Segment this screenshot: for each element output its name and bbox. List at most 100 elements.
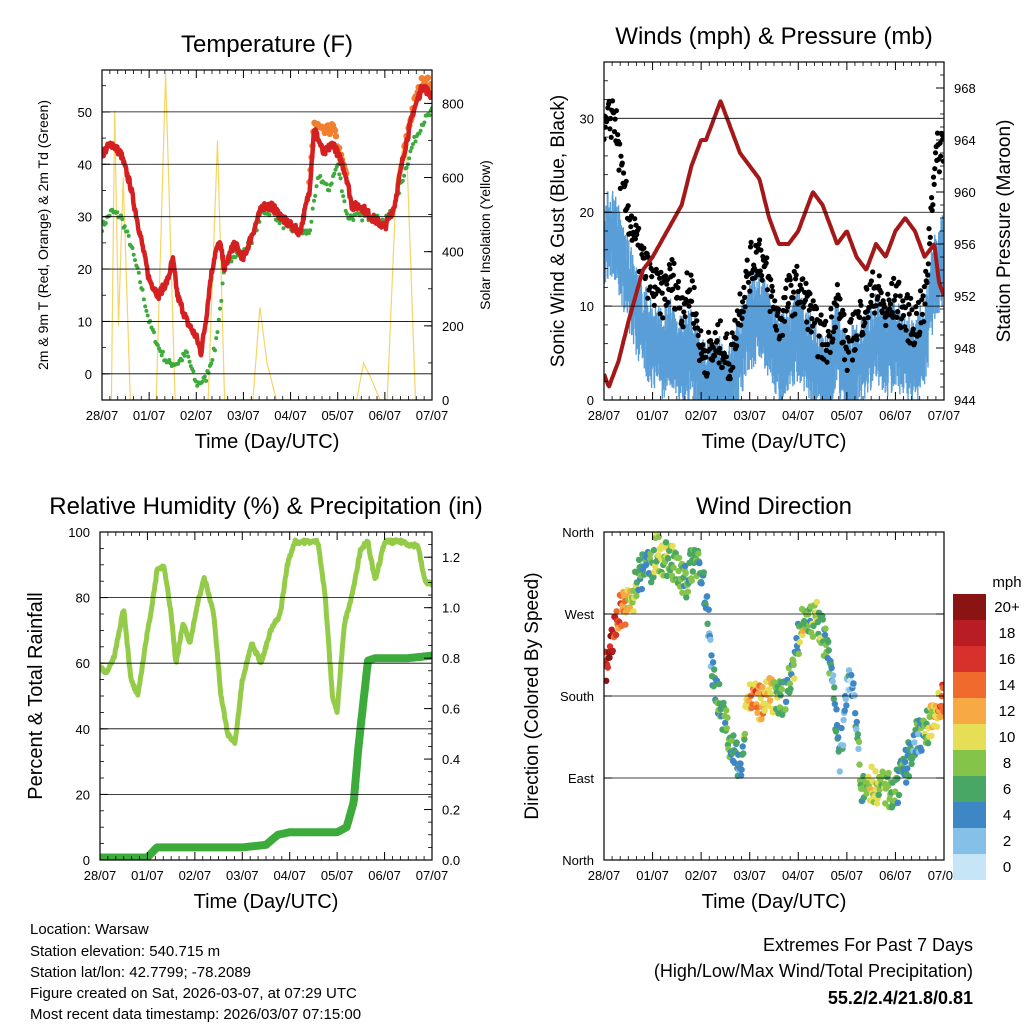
gust-point (787, 277, 793, 283)
dewpoint-point (400, 178, 405, 183)
wind-direction-point (739, 743, 746, 750)
gust-point (920, 293, 926, 299)
wind-direction-point (740, 750, 747, 757)
wind-direction-point (777, 692, 784, 699)
gust-point (855, 308, 861, 315)
chart3-xtick-label: 02/07 (685, 868, 718, 883)
gust-point (605, 105, 611, 111)
chart0-y2tick-label: 800 (442, 96, 464, 111)
gust-point (662, 296, 668, 302)
chart1-xlabel: Time (Day/UTC) (702, 431, 847, 453)
gust-point (849, 357, 856, 363)
chart1-y2tick-label: 952 (954, 289, 976, 304)
chart2-xlabel: Time (Day/UTC) (194, 891, 339, 913)
wind-direction-point (695, 550, 702, 557)
gust-point (667, 266, 673, 272)
gust-point (689, 278, 695, 284)
dewpoint-point (314, 184, 319, 189)
colorbar-label: 4 (1003, 807, 1011, 824)
wind-direction-point (885, 769, 892, 777)
gust-point (782, 294, 788, 301)
gust-point (691, 284, 697, 291)
wind-direction-point (696, 559, 703, 567)
gust-point (625, 203, 631, 209)
chart0-ylabel: 2m & 9m T (Red, Orange) & 2m Td (Green) (35, 100, 51, 370)
gust-point (922, 301, 928, 307)
wind-direction-point (689, 568, 696, 575)
gust-point (733, 335, 739, 341)
gust-point (666, 262, 673, 268)
dewpoint-point (145, 313, 150, 318)
wind-direction-point (704, 620, 711, 627)
gust-point (636, 225, 642, 231)
gust-point (937, 140, 943, 146)
wind-direction-point (738, 766, 745, 773)
gust-point (804, 319, 810, 325)
gust-point (619, 160, 625, 166)
chart2-ytick-label: 20 (76, 787, 90, 802)
chart3-xtick-label: 04/07 (782, 868, 815, 883)
gust-point (894, 314, 900, 320)
wind-direction-point (854, 731, 862, 738)
wind-direction-point (813, 598, 820, 606)
colorbar-label: 12 (999, 703, 1016, 720)
gust-point (925, 261, 931, 267)
chart0-y2tick-label: 200 (442, 319, 464, 334)
wind-direction-point (845, 667, 853, 674)
chart2-xtick-label: 28/07 (84, 868, 117, 883)
gust-point (907, 340, 913, 346)
chart1-y2label: Station Pressure (Maroon) (994, 120, 1015, 343)
wind-direction-point (782, 698, 790, 705)
gust-point (759, 277, 765, 283)
gust-point (617, 185, 623, 191)
gust-point (742, 304, 748, 310)
colorbar-swatch (953, 594, 986, 620)
solar-insolation-line (102, 73, 423, 400)
chart2-ytick-label: 100 (68, 525, 90, 540)
gust-point (613, 108, 620, 114)
gust-point (921, 284, 928, 290)
gust-point (684, 270, 690, 276)
gust-point (783, 285, 789, 291)
wind-direction-point (730, 732, 737, 739)
gust-point (660, 315, 666, 321)
wind-direction-point (731, 759, 738, 766)
gust-point (768, 277, 774, 283)
plot-area (100, 537, 432, 860)
wind-direction-point (828, 664, 835, 672)
wind-direction-point (819, 616, 826, 623)
wind-direction-point (638, 585, 645, 593)
wind-direction-point (710, 683, 717, 690)
gust-point (715, 322, 721, 328)
wind-direction-point (810, 622, 817, 629)
wind-direction-point (782, 706, 789, 713)
gust-point (724, 331, 730, 337)
gust-point (889, 309, 895, 316)
wind-direction-point (724, 714, 731, 721)
chart0-title: Temperature (F) (181, 31, 353, 58)
wind-direction-point (786, 680, 794, 687)
wind-direction-point (709, 659, 717, 666)
wind-direction-point (662, 539, 670, 546)
wind-direction-point (908, 760, 915, 767)
temp-9m-point (331, 127, 339, 134)
colorbar-label: 2 (1003, 833, 1011, 850)
gust-point (710, 344, 716, 350)
gust-point (670, 286, 676, 292)
gust-point (688, 272, 694, 278)
chart0-y2tick-label: 400 (442, 245, 464, 260)
wind-direction-point (609, 647, 616, 655)
gust-point (807, 291, 813, 297)
wind-direction-point (832, 728, 840, 735)
colorbar-label: 6 (1003, 781, 1011, 798)
gust-point (934, 130, 941, 136)
chart0-xtick-label: 03/07 (227, 408, 260, 423)
wind-direction-point (670, 564, 677, 571)
colorbar-label: 0 (1003, 859, 1011, 876)
gust-point (664, 281, 670, 287)
dewpoint-point (332, 171, 337, 176)
chart0-ytick-label: 40 (78, 157, 92, 172)
dewpoint-point (159, 353, 164, 358)
gust-point (621, 170, 627, 176)
wind-direction-point (633, 592, 640, 600)
